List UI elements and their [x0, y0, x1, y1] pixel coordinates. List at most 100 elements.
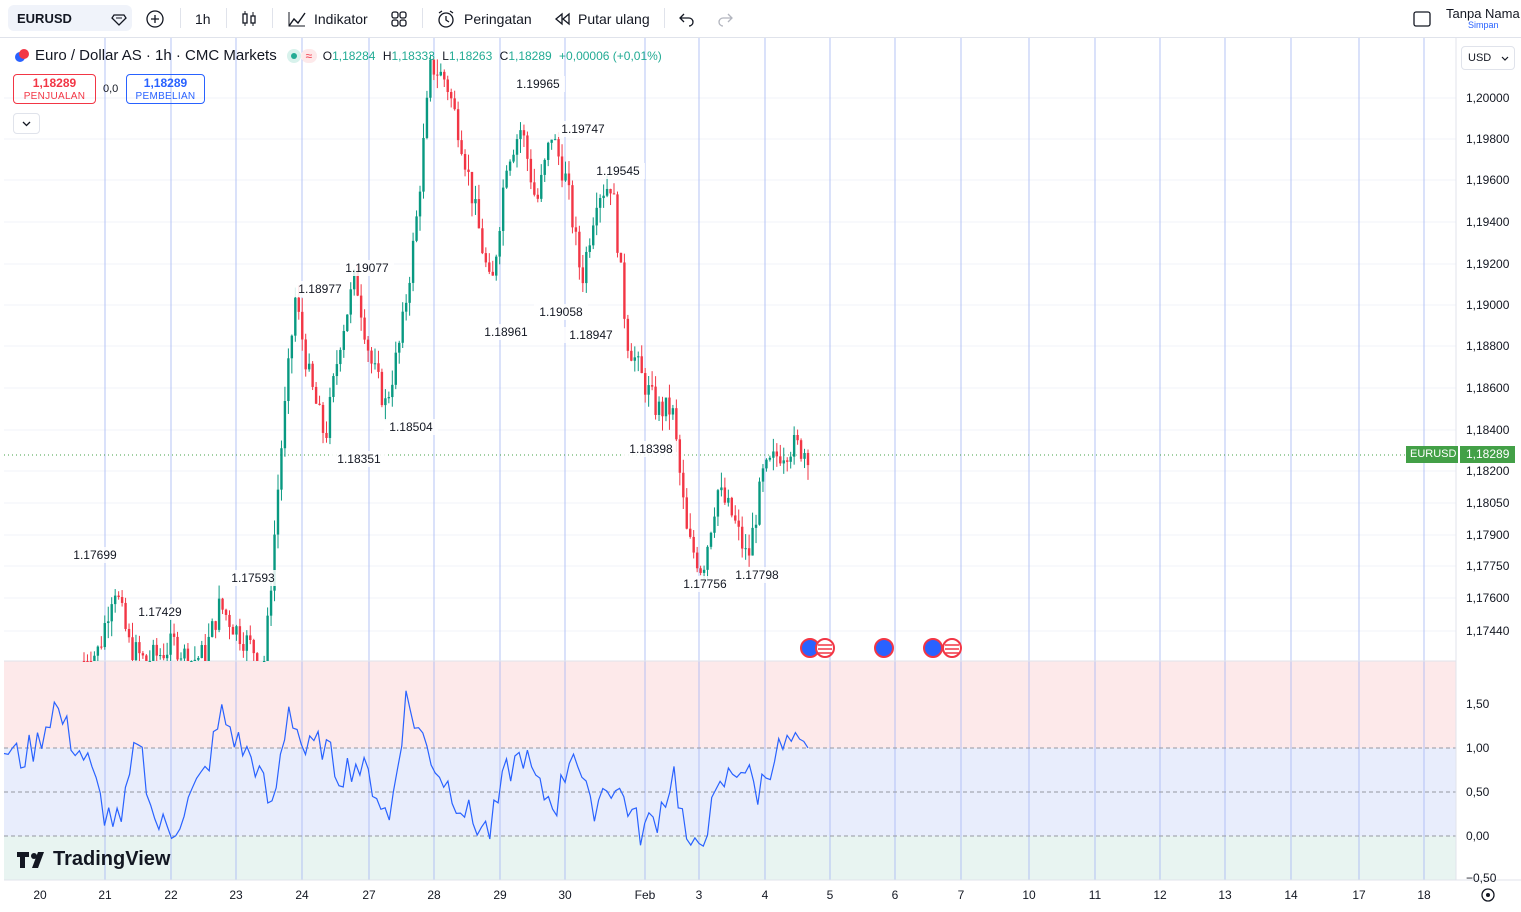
price-tick-label: 1,18050: [1466, 496, 1510, 510]
candle-body: [145, 655, 148, 661]
candle-body: [353, 270, 356, 290]
price-tick-label: 1,18800: [1466, 339, 1510, 353]
currency-select[interactable]: USD: [1461, 46, 1515, 70]
candle-body: [394, 352, 397, 385]
eu-flag-event-icon[interactable]: [923, 638, 943, 658]
candle-body: [633, 357, 636, 361]
compare-add-icon[interactable]: [145, 0, 165, 37]
layout-name[interactable]: Tanpa Nama: [1446, 6, 1520, 21]
price-tick-label: 1,17440: [1466, 624, 1510, 638]
last-price-label: 1,18289: [1460, 446, 1515, 463]
candle-body: [155, 644, 158, 656]
candle-body: [488, 262, 491, 272]
templates-grid-icon[interactable]: [390, 0, 408, 37]
candle-body: [661, 401, 664, 417]
time-axis[interactable]: 20 21 22 23 24 27 28 29 30 Feb 3 4 5 6 7 10 11 12 13 14 17 18: [33, 888, 1431, 902]
candle-body: [671, 408, 675, 415]
buy-button[interactable]: 1,18289 PEMBELIAN: [126, 74, 205, 104]
candle-body: [339, 349, 342, 365]
candle-body: [463, 153, 467, 170]
candle-body: [134, 642, 138, 661]
candle-body: [183, 648, 186, 659]
price-annotation-label: 1.17593: [231, 571, 275, 585]
candle-body: [366, 339, 370, 351]
time-tick-label: 24: [295, 888, 309, 902]
favorite-icon[interactable]: [110, 0, 128, 37]
price-annotation-label: 1.19965: [516, 77, 560, 91]
candle-body: [692, 536, 695, 553]
price-tick-label: 1,18400: [1466, 423, 1510, 437]
candle-body: [609, 188, 612, 194]
alarm-clock-icon: [438, 9, 454, 28]
candle-body: [678, 439, 682, 473]
candle-body: [637, 356, 640, 358]
candle-body: [526, 135, 529, 159]
sell-button[interactable]: 1,18289 PENJUALAN: [13, 74, 96, 104]
alerts-button[interactable]: Peringatan: [436, 0, 532, 37]
candle-body: [602, 195, 605, 199]
candle-body: [432, 59, 436, 75]
candle-body: [245, 635, 249, 651]
price-axis[interactable]: 1,20000 1,19800 1,19600 1,19400 1,19200 1,190…: [1466, 91, 1510, 638]
candle-body: [578, 231, 581, 268]
candle-body: [799, 440, 803, 459]
last-symbol-label: EURUSD: [1406, 446, 1458, 463]
candle-body: [474, 199, 477, 204]
tradingview-logo[interactable]: TradingView: [16, 848, 170, 871]
oscillator-axis: 1,50 1,00 0,50 0,00 −0,50: [1466, 697, 1497, 885]
osc-tick-label: 1,00: [1466, 741, 1490, 755]
candle-body: [124, 602, 127, 629]
candle-body: [775, 451, 779, 457]
redo-icon[interactable]: [716, 0, 734, 37]
price-annotation-label: 1.18504: [389, 420, 433, 434]
candle-body: [256, 653, 259, 661]
candle-body: [82, 661, 86, 662]
time-tick-label: 27: [362, 888, 376, 902]
chart-type-candles-icon[interactable]: [240, 0, 258, 37]
economic-events[interactable]: [800, 638, 962, 658]
candle-body: [86, 661, 89, 662]
candle-body: [657, 401, 661, 415]
legend-collapse-button[interactable]: [13, 113, 40, 134]
layout-save-status[interactable]: Simpan: [1468, 20, 1499, 30]
price-tick-label: 1,19200: [1466, 257, 1510, 271]
series-title[interactable]: Euro / Dollar AS · 1h · CMC Markets: [35, 47, 277, 64]
undo-icon[interactable]: [678, 0, 696, 37]
candle-body: [477, 199, 481, 229]
candle-body: [765, 459, 768, 469]
interval-button[interactable]: 1h: [195, 0, 211, 37]
candle-body: [408, 282, 411, 303]
us-flag-event-icon[interactable]: [942, 638, 962, 658]
candle-body: [297, 297, 300, 312]
candle-body: [758, 481, 761, 525]
candle-body: [796, 435, 799, 441]
candle-body: [501, 187, 505, 231]
candle-body: [713, 516, 716, 533]
oversold-band: [4, 836, 1456, 880]
layout-checkbox-icon[interactable]: [1412, 0, 1432, 37]
candle-body: [512, 154, 515, 162]
candle-body: [702, 569, 706, 573]
price-tick-label: 1,17600: [1466, 591, 1510, 605]
replay-button[interactable]: Putar ulang: [553, 0, 650, 37]
us-flag-event-icon[interactable]: [815, 638, 835, 658]
candle-body: [217, 598, 221, 630]
candle-body: [249, 635, 252, 641]
candle-body: [495, 256, 498, 276]
eu-flag-event-icon[interactable]: [874, 638, 894, 658]
candle-body: [359, 295, 363, 318]
candle-body: [235, 626, 238, 635]
symbol-search-button[interactable]: EURUSD: [8, 5, 132, 31]
candle-body: [307, 363, 311, 370]
candle-body: [553, 139, 557, 141]
price-annotation-label: 1.19545: [596, 164, 640, 178]
indicators-button[interactable]: Indikator: [287, 0, 368, 37]
spread-value: 0,0: [103, 83, 119, 95]
time-tick-label: 6: [892, 888, 899, 902]
oscillator-line: [3, 690, 809, 847]
candle-body: [498, 230, 501, 257]
time-tick-label: 13: [1218, 888, 1232, 902]
time-tick-label: 12: [1153, 888, 1167, 902]
settings-gear-icon[interactable]: [1481, 888, 1495, 902]
